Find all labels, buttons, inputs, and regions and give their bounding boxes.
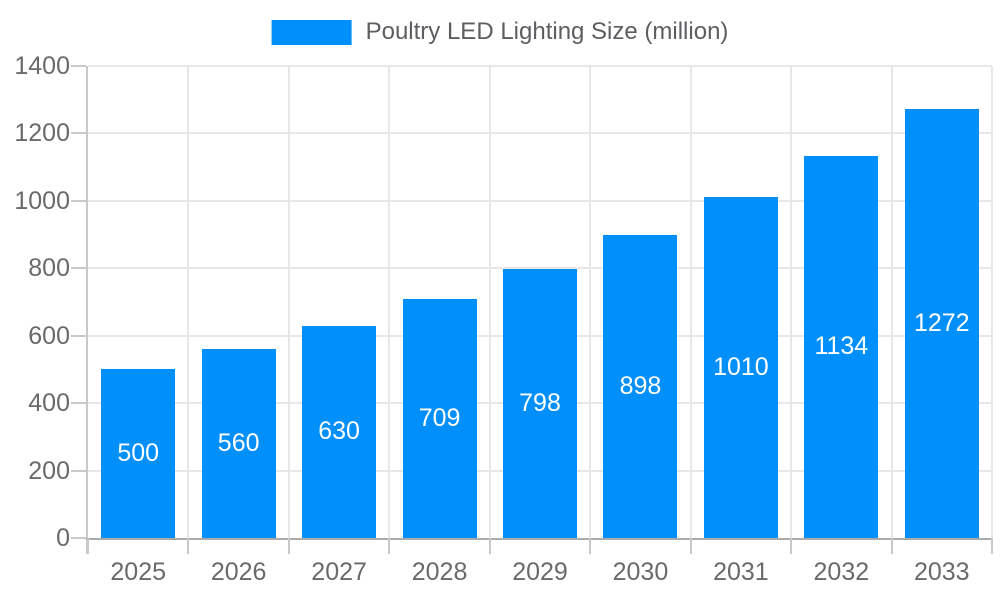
gridline-vertical	[890, 66, 893, 538]
gridline-vertical	[689, 66, 692, 538]
x-tick-label: 2027	[311, 558, 367, 586]
bar[interactable]: 500	[101, 369, 176, 538]
gridline-vertical	[790, 66, 793, 538]
legend-swatch	[271, 19, 352, 45]
bar-value-label: 1272	[913, 309, 970, 338]
gridline-vertical	[991, 66, 993, 538]
bar-value-label: 1010	[713, 353, 769, 382]
bar[interactable]: 1010	[703, 197, 778, 538]
y-tick-label: 200	[28, 456, 70, 485]
y-tick-label: 1200	[14, 119, 70, 148]
y-tick	[71, 537, 86, 539]
y-axis-line	[86, 66, 88, 554]
bar[interactable]: 798	[503, 268, 577, 538]
x-tick	[589, 538, 592, 554]
gridline-horizontal	[88, 132, 992, 135]
gridline-vertical	[589, 66, 592, 538]
x-tick	[991, 538, 993, 554]
x-tick-label: 2028	[411, 558, 468, 586]
bar[interactable]: 630	[302, 325, 377, 538]
bar-value-label: 798	[519, 388, 561, 417]
y-tick-label: 1400	[14, 52, 70, 80]
legend-label: Poultry LED Lighting Size (million)	[365, 18, 729, 45]
y-tick-label: 1000	[14, 186, 70, 215]
bar-value-label: 500	[117, 439, 160, 468]
x-tick	[187, 538, 190, 554]
y-tick-label: 400	[28, 389, 70, 418]
gridline-vertical	[388, 66, 391, 538]
y-tick	[71, 267, 86, 270]
y-tick	[71, 199, 86, 202]
bar[interactable]: 1134	[804, 155, 879, 538]
x-tick-label: 2026	[210, 558, 267, 586]
y-tick-label: 600	[28, 321, 70, 350]
y-tick	[71, 65, 86, 67]
bar-value-label: 560	[217, 429, 260, 458]
y-tick-label: 800	[28, 254, 70, 283]
gridline-vertical	[488, 66, 491, 538]
bar-value-label: 709	[418, 403, 461, 432]
y-tick	[71, 402, 86, 405]
y-tick-label: 0	[56, 524, 70, 552]
y-tick	[71, 132, 86, 135]
legend-item[interactable]: Poultry LED Lighting Size (million)	[271, 18, 729, 46]
x-tick	[790, 538, 793, 554]
x-tick	[488, 538, 491, 554]
x-tick-label: 2025	[110, 558, 167, 586]
x-tick	[689, 538, 692, 554]
bar[interactable]: 898	[603, 235, 678, 538]
gridline-vertical	[187, 66, 190, 538]
gridline-horizontal	[88, 199, 992, 202]
x-tick-label: 2033	[913, 558, 970, 586]
x-tick-label: 2032	[813, 558, 870, 586]
y-tick	[71, 334, 86, 337]
x-axis-line	[86, 538, 992, 540]
x-tick	[388, 538, 391, 554]
gridline-horizontal	[88, 65, 992, 67]
bar-value-label: 898	[619, 372, 662, 401]
bar[interactable]: 560	[201, 349, 276, 538]
bar[interactable]: 1272	[904, 109, 979, 538]
bar-value-label: 1134	[814, 332, 869, 361]
gridline-vertical	[287, 66, 290, 538]
x-tick	[87, 538, 89, 554]
x-tick-label: 2031	[713, 558, 769, 586]
x-tick-label: 2029	[512, 558, 568, 586]
gridline-horizontal	[88, 267, 992, 270]
bar-value-label: 630	[318, 417, 360, 446]
bar[interactable]: 709	[402, 298, 477, 538]
x-tick-label: 2030	[612, 558, 669, 586]
x-tick	[287, 538, 290, 554]
plot-area: 500 560 630 709 798 898 1010 1134 1272	[88, 66, 992, 538]
y-tick	[71, 469, 86, 472]
x-tick	[890, 538, 893, 554]
